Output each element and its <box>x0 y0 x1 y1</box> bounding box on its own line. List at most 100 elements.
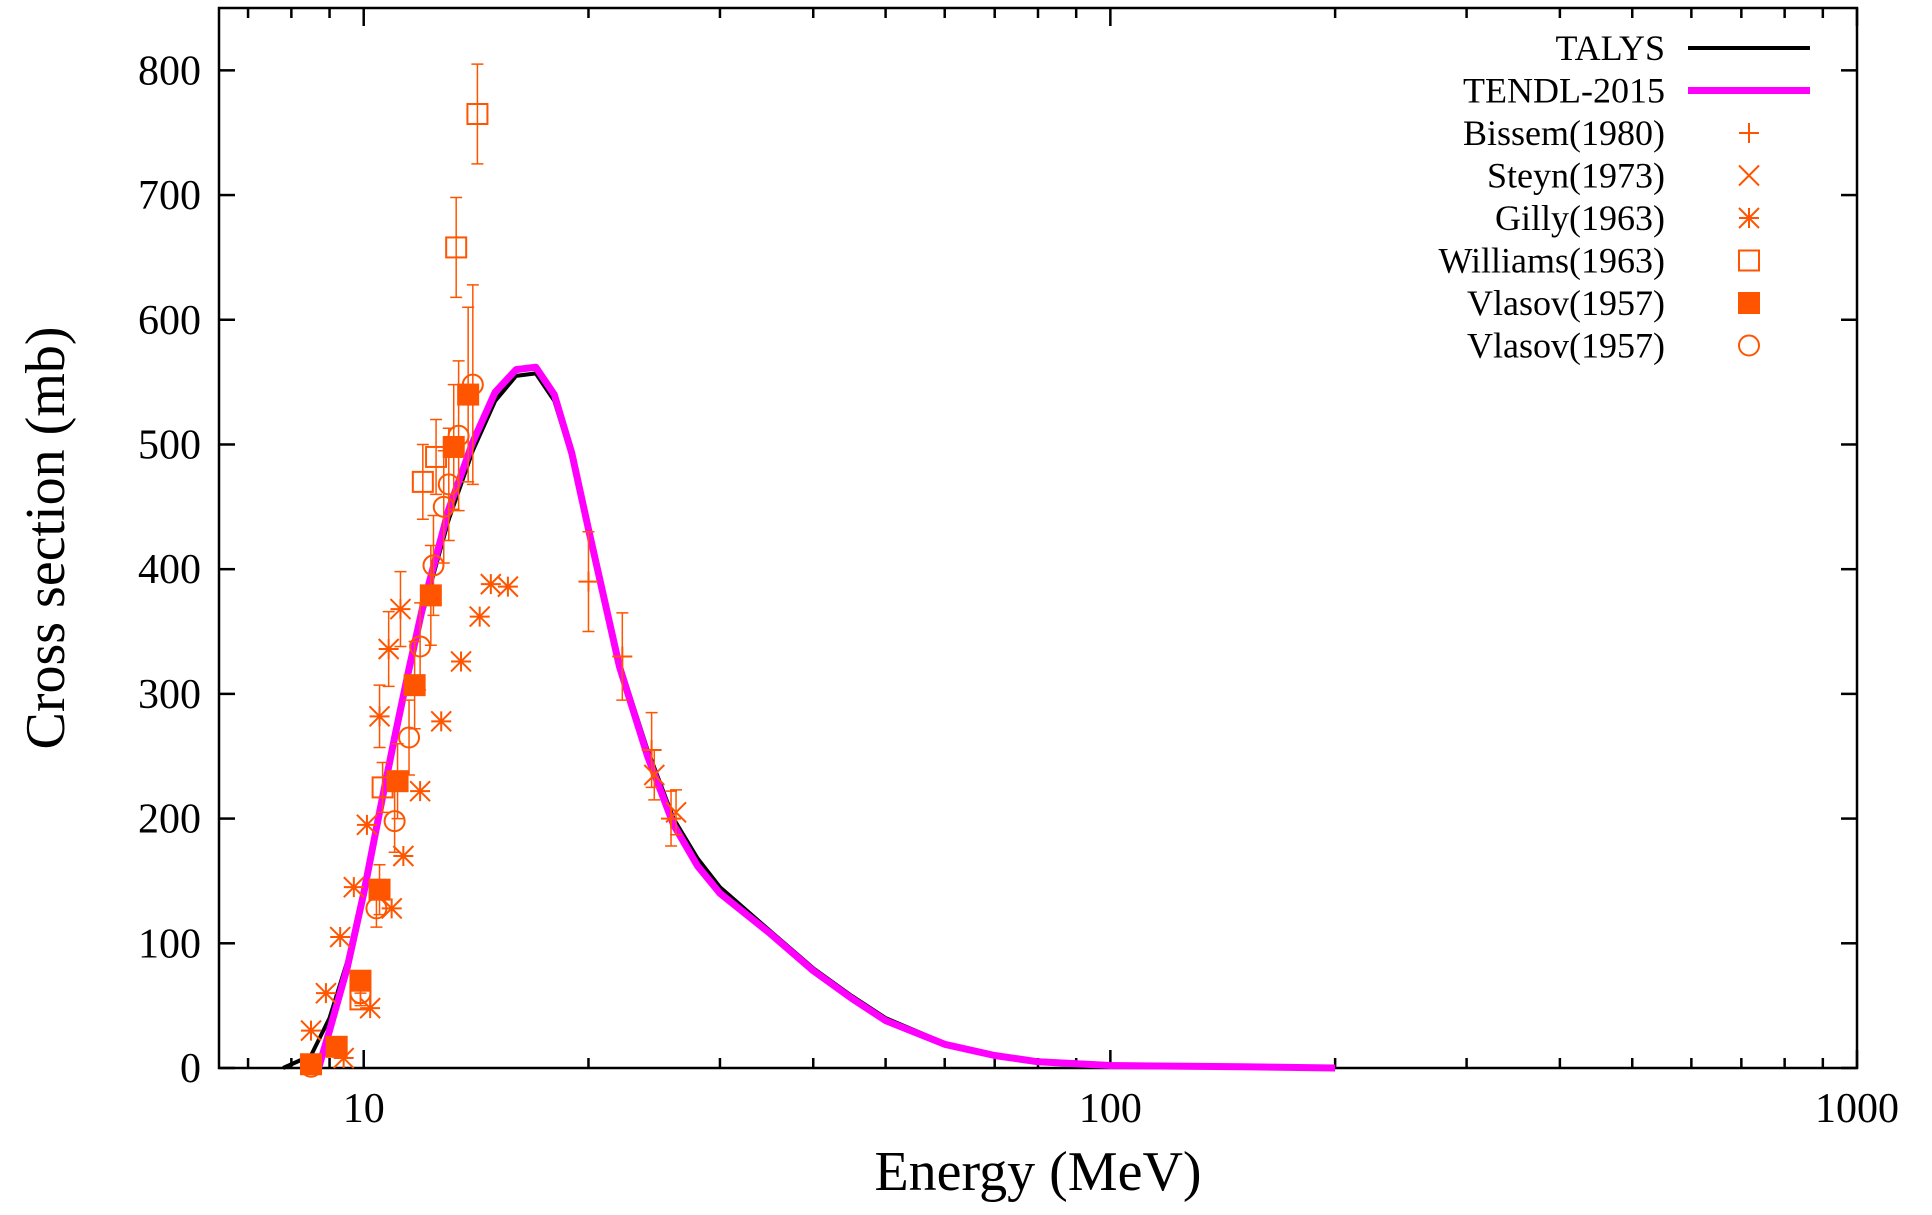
data-point <box>332 1047 355 1069</box>
circle-open-marker <box>422 554 445 577</box>
circle-open-marker <box>447 424 470 447</box>
data-point <box>430 710 452 733</box>
data-point <box>480 573 502 595</box>
circle-open-marker <box>398 726 421 749</box>
data-point <box>377 638 400 660</box>
star-marker <box>497 575 519 598</box>
plus-marker <box>612 646 633 667</box>
data-point <box>468 605 491 628</box>
legend-marker <box>1738 164 1760 187</box>
star-marker <box>480 573 502 595</box>
star-marker <box>300 1019 322 1042</box>
square-open-marker <box>1738 249 1760 272</box>
error-bar <box>466 284 479 486</box>
data-point <box>389 598 412 620</box>
star-marker <box>332 1047 355 1069</box>
y-axis-label: Cross section (mb) <box>15 326 77 749</box>
data-point <box>419 584 442 607</box>
legend-label: Steyn(1973) <box>1487 156 1665 196</box>
error-bar <box>414 602 427 691</box>
legend-item: Gilly(1963) <box>1495 198 1760 238</box>
y-tick-label: 200 <box>138 797 201 843</box>
legend-item: Vlasov(1957) <box>1467 283 1760 323</box>
error-bar <box>370 888 383 928</box>
data-point <box>386 770 409 793</box>
legend-label: TENDL-2015 <box>1463 71 1665 111</box>
data-point <box>356 814 378 836</box>
data-point <box>409 780 431 802</box>
legend-item: TALYS <box>1555 28 1810 68</box>
data-point <box>368 705 391 728</box>
legend-label: Bissem(1980) <box>1463 113 1665 153</box>
plus-marker <box>578 571 599 592</box>
legend-label: TALYS <box>1555 28 1665 68</box>
error-bar <box>450 196 463 299</box>
star-marker <box>1738 207 1760 229</box>
x-marker <box>1738 164 1760 187</box>
star-marker <box>409 780 431 802</box>
data-point <box>612 646 633 667</box>
y-tick-label: 500 <box>138 422 201 468</box>
x-marker <box>643 764 665 786</box>
legend-marker <box>1738 207 1760 229</box>
error-bar <box>388 789 401 854</box>
series-vlasov-1957- <box>300 284 484 1078</box>
square-filled-marker <box>403 674 426 697</box>
data-point <box>392 845 415 867</box>
error-bar <box>452 360 465 512</box>
square-filled-marker <box>419 584 442 607</box>
legend-item: Williams(1963) <box>1438 241 1760 281</box>
star-marker <box>392 845 415 867</box>
data-point <box>365 897 388 920</box>
legend-label: Vlasov(1957) <box>1467 326 1665 366</box>
data-point <box>383 810 406 833</box>
star-marker <box>468 605 491 628</box>
x-axis-ticks: 10 100 1000 <box>246 8 1899 1132</box>
data-point <box>447 424 470 447</box>
circle-open-marker <box>365 897 388 920</box>
legend-marker <box>1738 334 1760 357</box>
data-point <box>325 1035 348 1058</box>
circle-open-marker <box>349 982 372 1005</box>
legend-item: Vlasov(1957) <box>1467 326 1760 366</box>
legend-marker <box>1738 292 1760 314</box>
data-point <box>398 726 421 749</box>
data-point <box>315 982 337 1004</box>
error-bar <box>437 449 450 564</box>
data-point <box>442 435 465 458</box>
data-point <box>445 236 468 259</box>
square-open-marker <box>411 470 434 493</box>
data-point <box>422 554 445 577</box>
error-bar <box>376 761 389 814</box>
legend-item: Steyn(1973) <box>1487 156 1760 196</box>
star-marker <box>356 814 378 836</box>
data-point <box>411 470 434 493</box>
error-bar <box>416 443 429 521</box>
square-open-marker <box>445 236 468 259</box>
data-point <box>349 982 372 1005</box>
x-marker <box>665 801 687 824</box>
star-marker <box>389 598 412 620</box>
star-marker <box>329 926 351 948</box>
circle-open-marker <box>300 1055 323 1078</box>
data-point <box>432 495 455 518</box>
data-point <box>450 650 472 673</box>
circle-open-marker <box>461 373 484 396</box>
data-point <box>466 103 489 125</box>
x-tick-label: 10 <box>343 1086 385 1132</box>
y-tick-label: 700 <box>138 173 201 219</box>
square-filled-marker <box>386 770 409 793</box>
data-point <box>409 635 432 658</box>
star-marker <box>368 705 391 728</box>
curve-tendl-2015 <box>315 363 1336 1072</box>
data-point <box>578 571 599 592</box>
x-tick-label: 100 <box>1079 1086 1142 1132</box>
square-filled-marker <box>1738 292 1760 314</box>
legend-label: Williams(1963) <box>1438 241 1665 281</box>
data-point <box>300 1055 323 1078</box>
x-tick-label: 1000 <box>1815 1086 1899 1132</box>
data-point <box>497 575 519 598</box>
circle-open-marker <box>409 635 432 658</box>
circle-open-marker <box>1738 334 1760 357</box>
